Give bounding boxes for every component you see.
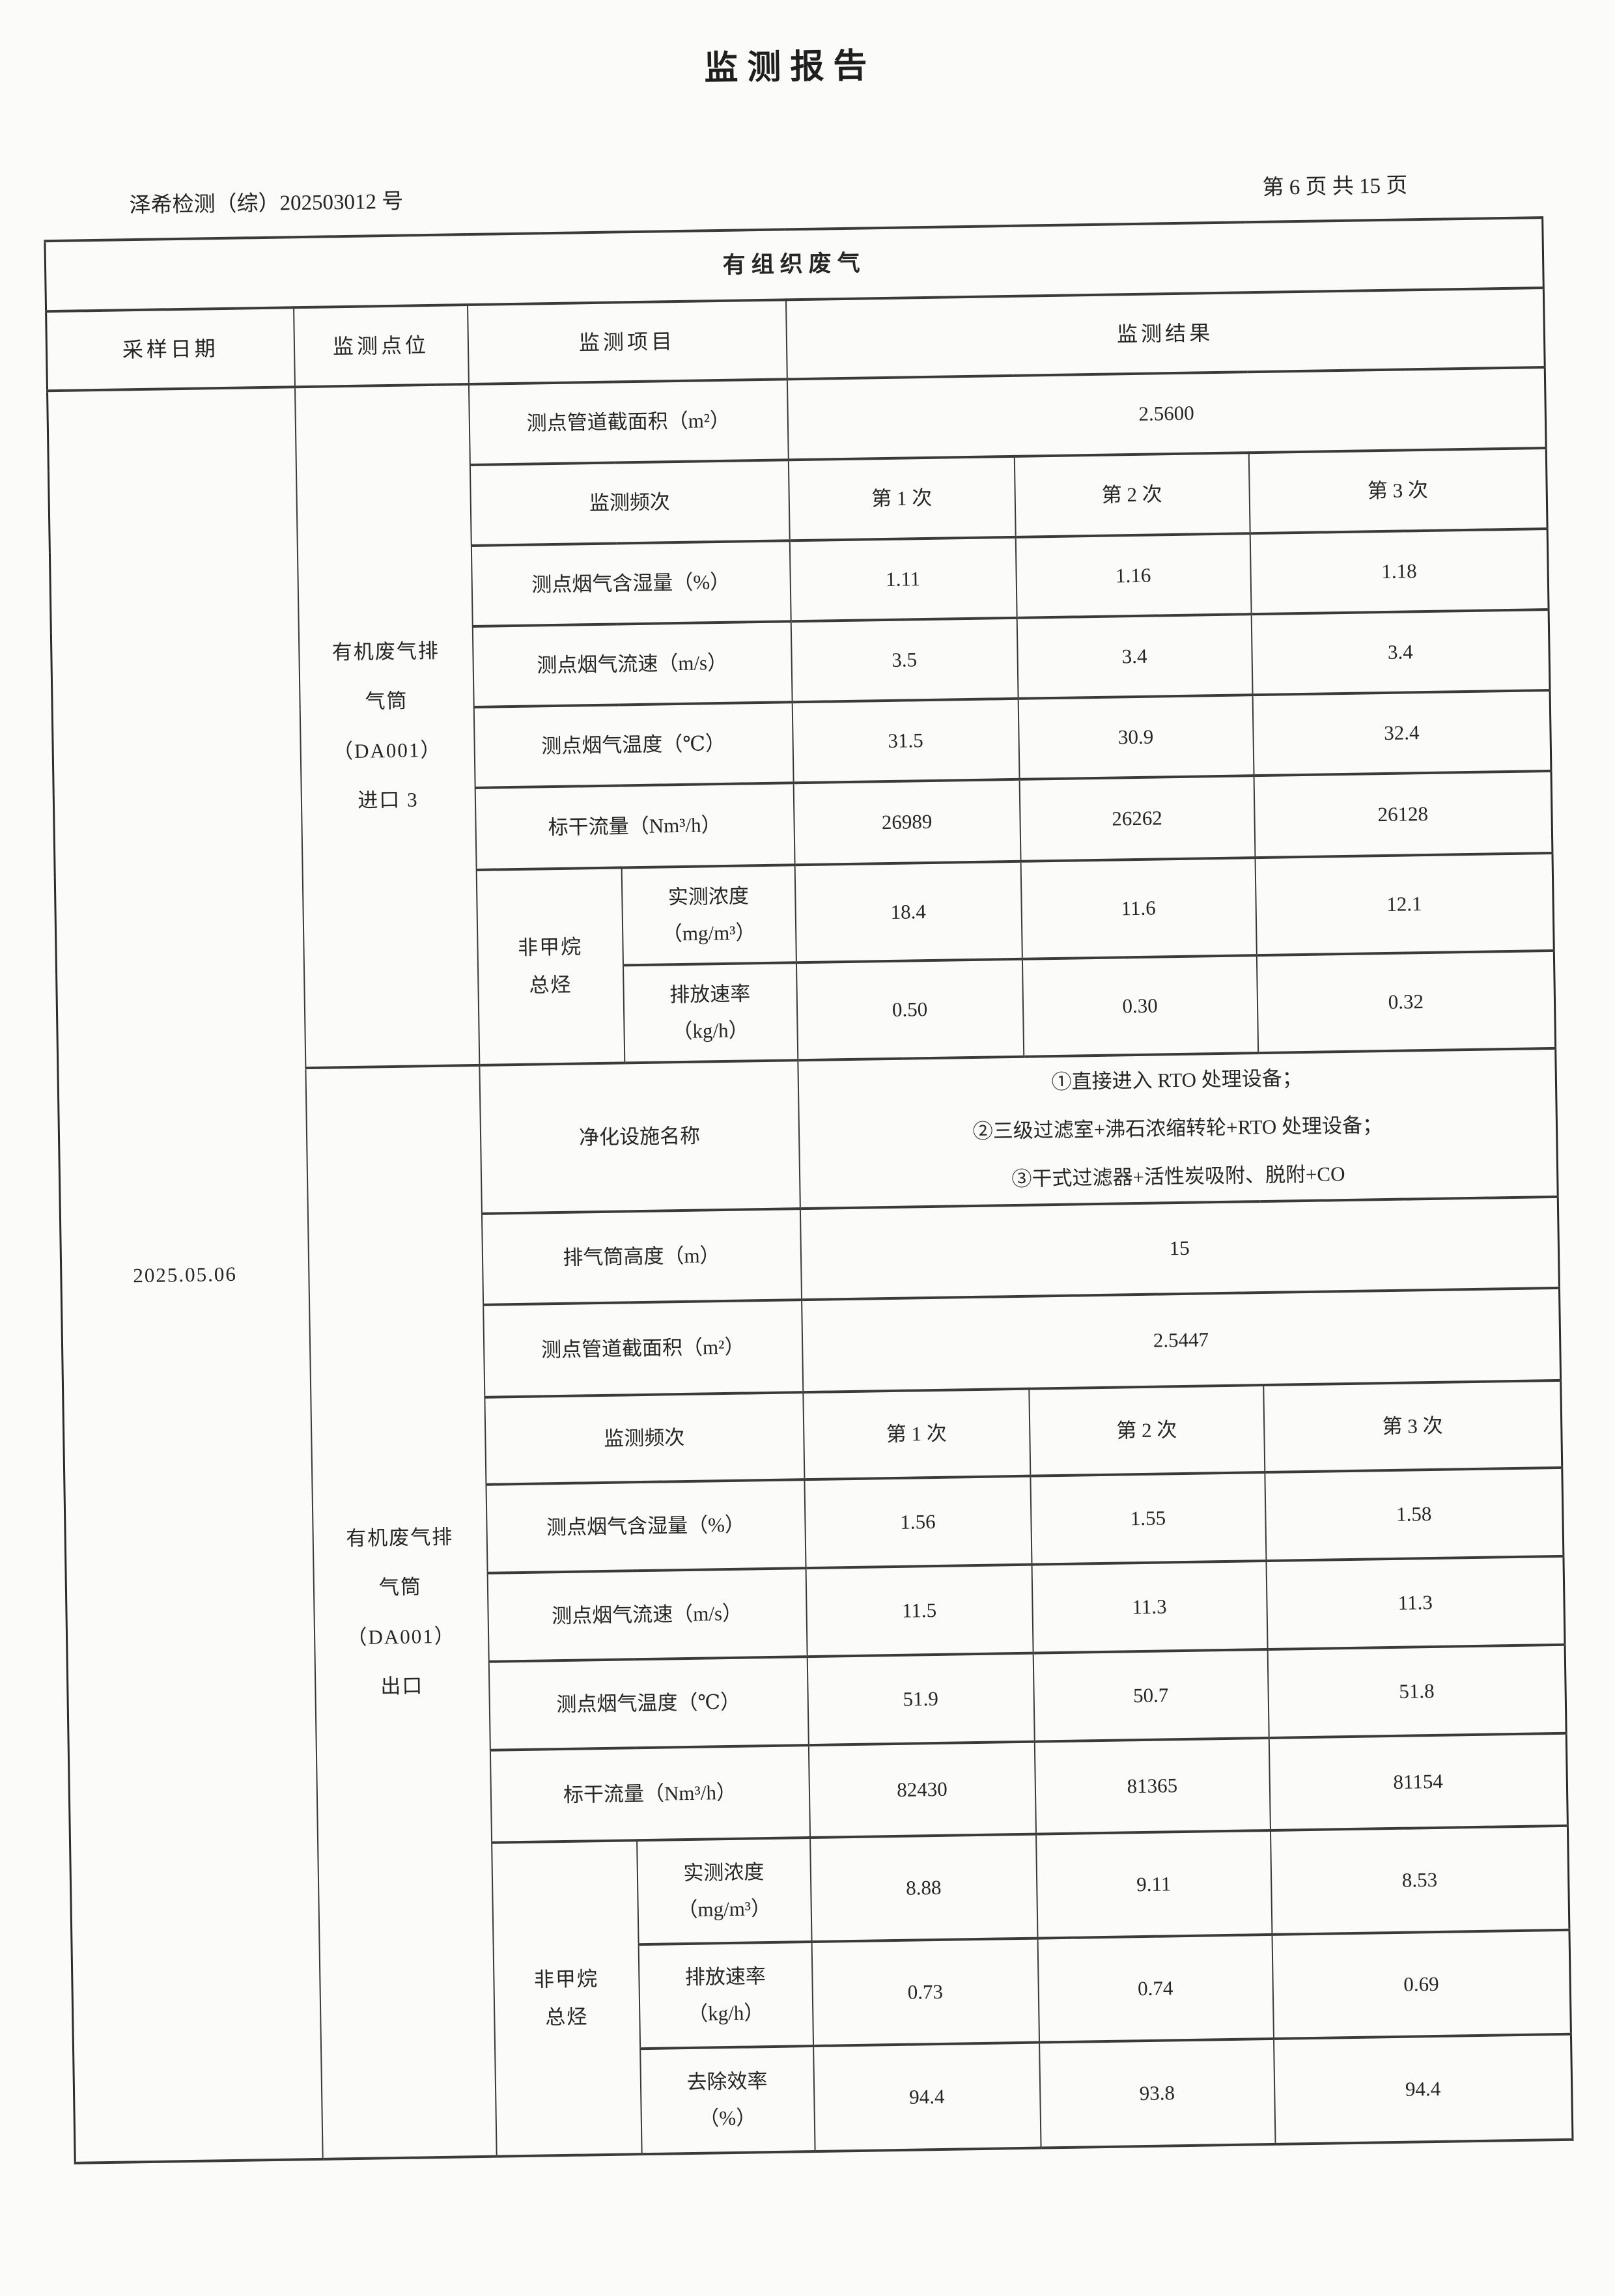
outlet-temperature-run2: 50.7 bbox=[1033, 1649, 1269, 1742]
report-number: 泽希检测（综）202503012 号 bbox=[129, 189, 404, 218]
inlet-frequency-label: 监测频次 bbox=[470, 460, 790, 546]
inlet-duct-area-value: 2.5600 bbox=[787, 367, 1547, 460]
outlet-nmhc-concentration-label: 实测浓度 （mg/m³） bbox=[636, 1838, 812, 1945]
page-meta: 泽希检测（综）202503012 号 第 6 页 共 15 页 bbox=[129, 167, 1408, 219]
outlet-nmhc-removal-run2: 93.8 bbox=[1039, 2038, 1276, 2148]
outlet-nmhc-rate-run1: 0.73 bbox=[811, 1938, 1039, 2047]
sample-date-cell: 2025.05.06 bbox=[47, 387, 323, 2163]
outlet-frequency-run2: 第 2 次 bbox=[1028, 1385, 1265, 1476]
inlet-humidity-run1: 1.11 bbox=[789, 537, 1017, 622]
outlet-flow-run1: 82430 bbox=[808, 1741, 1036, 1838]
outlet-humidity-run2: 1.55 bbox=[1030, 1472, 1266, 1565]
outlet-nmhc-cell: 非甲烷 总烃 bbox=[491, 1840, 642, 2157]
page-indicator: 第 6 页 共 15 页 bbox=[1262, 174, 1408, 200]
inlet-humidity-label: 测点烟气含湿量（%） bbox=[471, 540, 791, 626]
outlet-stack-height-label: 排气筒高度（m） bbox=[481, 1209, 802, 1305]
inlet-nmhc-cell: 非甲烷 总烃 bbox=[476, 867, 625, 1065]
outlet-nmhc-rate-run2: 0.74 bbox=[1037, 1934, 1274, 2043]
outlet-temperature-run1: 51.9 bbox=[807, 1653, 1035, 1746]
outlet-velocity-run2: 11.3 bbox=[1032, 1561, 1268, 1653]
outlet-humidity-run3: 1.58 bbox=[1264, 1467, 1564, 1561]
inlet-temperature-run1: 31.5 bbox=[792, 698, 1020, 783]
inlet-nmhc-concentration-run3: 12.1 bbox=[1255, 852, 1554, 956]
outlet-point-cell: 有机废气排 气筒 （DA001） 出口 bbox=[305, 1065, 497, 2159]
inlet-nmhc-rate-run3: 0.32 bbox=[1256, 950, 1556, 1054]
inlet-temperature-run3: 32.4 bbox=[1252, 690, 1552, 776]
inlet-temperature-run2: 30.9 bbox=[1018, 695, 1254, 779]
header-sample-date: 采样日期 bbox=[46, 307, 295, 391]
inlet-flow-run3: 26128 bbox=[1254, 770, 1553, 858]
inlet-temperature-label: 测点烟气温度（℃） bbox=[473, 702, 794, 788]
inlet-frequency-run2: 第 2 次 bbox=[1014, 453, 1250, 537]
inlet-nmhc-rate-run2: 0.30 bbox=[1022, 955, 1258, 1057]
outlet-frequency-run1: 第 1 次 bbox=[802, 1388, 1030, 1480]
inlet-velocity-label: 测点烟气流速（m/s） bbox=[472, 621, 793, 707]
outlet-purification-label: 净化设施名称 bbox=[479, 1060, 800, 1214]
outlet-duct-area-value: 2.5447 bbox=[801, 1287, 1561, 1393]
outlet-flow-label: 标干流量（Nm³/h） bbox=[490, 1745, 810, 1843]
inlet-frequency-run3: 第 3 次 bbox=[1248, 448, 1548, 534]
inlet-nmhc-concentration-run1: 18.4 bbox=[794, 861, 1022, 963]
inlet-duct-area-label: 测点管道截面积（m²） bbox=[468, 379, 789, 466]
outlet-velocity-run1: 11.5 bbox=[806, 1564, 1033, 1657]
outlet-flow-run3: 81154 bbox=[1269, 1733, 1568, 1830]
inlet-humidity-run2: 1.16 bbox=[1015, 533, 1252, 618]
outlet-nmhc-rate-run3: 0.69 bbox=[1271, 1929, 1571, 2039]
outlet-frequency-label: 监测频次 bbox=[484, 1392, 804, 1485]
header-monitor-point: 监测点位 bbox=[293, 305, 469, 387]
inlet-nmhc-rate-label: 排放速率 （kg/h） bbox=[623, 962, 798, 1063]
inlet-flow-label: 标干流量（Nm³/h） bbox=[475, 783, 795, 870]
header-monitor-item: 监测项目 bbox=[467, 300, 787, 385]
outlet-nmhc-concentration-run3: 8.53 bbox=[1270, 1825, 1570, 1935]
inlet-velocity-run3: 3.4 bbox=[1251, 609, 1551, 695]
page-title: 监测报告 bbox=[703, 48, 877, 88]
outlet-nmhc-removal-label: 去除效率 （%） bbox=[639, 2046, 815, 2155]
outlet-duct-area-label: 测点管道截面积（m²） bbox=[483, 1300, 803, 1397]
outlet-stack-height-value: 15 bbox=[800, 1196, 1560, 1300]
outlet-temperature-label: 测点烟气温度（℃） bbox=[488, 1657, 809, 1750]
inlet-velocity-run2: 3.4 bbox=[1017, 614, 1253, 699]
inlet-nmhc-concentration-run2: 11.6 bbox=[1020, 858, 1257, 959]
outlet-frequency-run3: 第 3 次 bbox=[1263, 1380, 1562, 1473]
outlet-velocity-label: 测点烟气流速（m/s） bbox=[487, 1568, 808, 1662]
outlet-humidity-label: 测点烟气含湿量（%） bbox=[485, 1479, 806, 1573]
inlet-velocity-run1: 3.5 bbox=[791, 617, 1018, 703]
inlet-nmhc-rate-run1: 0.50 bbox=[796, 959, 1024, 1061]
inlet-point-cell: 有机废气排 气筒 （DA001） 进口 3 bbox=[294, 384, 479, 1069]
outlet-purification-value: ①直接进入 RTO 处理设备； ②三级过滤室+沸石浓缩转轮+RTO 处理设备； … bbox=[797, 1048, 1558, 1209]
outlet-temperature-run3: 51.8 bbox=[1267, 1644, 1567, 1738]
monitoring-table: 有组织废气 采样日期 监测点位 监测项目 监测结果 2025.05.06 有机废… bbox=[44, 216, 1574, 2164]
outlet-nmhc-removal-run3: 94.4 bbox=[1273, 2034, 1573, 2144]
outlet-velocity-run3: 11.3 bbox=[1265, 1556, 1566, 1649]
inlet-flow-run2: 26262 bbox=[1019, 776, 1256, 861]
inlet-frequency-run1: 第 1 次 bbox=[788, 456, 1016, 541]
outlet-humidity-run1: 1.56 bbox=[804, 1476, 1032, 1569]
inlet-humidity-run3: 1.18 bbox=[1250, 529, 1549, 615]
inlet-nmhc-concentration-label: 实测浓度 （mg/m³） bbox=[621, 865, 796, 966]
outlet-nmhc-rate-label: 排放速率 （kg/h） bbox=[638, 1942, 813, 2049]
outlet-nmhc-concentration-run1: 8.88 bbox=[809, 1834, 1038, 1942]
header-monitor-result: 监测结果 bbox=[785, 288, 1545, 380]
outlet-flow-run2: 81365 bbox=[1034, 1737, 1271, 1834]
inlet-flow-run1: 26989 bbox=[793, 779, 1021, 865]
outlet-nmhc-removal-run1: 94.4 bbox=[813, 2042, 1041, 2152]
outlet-nmhc-concentration-run2: 9.11 bbox=[1035, 1830, 1272, 1939]
